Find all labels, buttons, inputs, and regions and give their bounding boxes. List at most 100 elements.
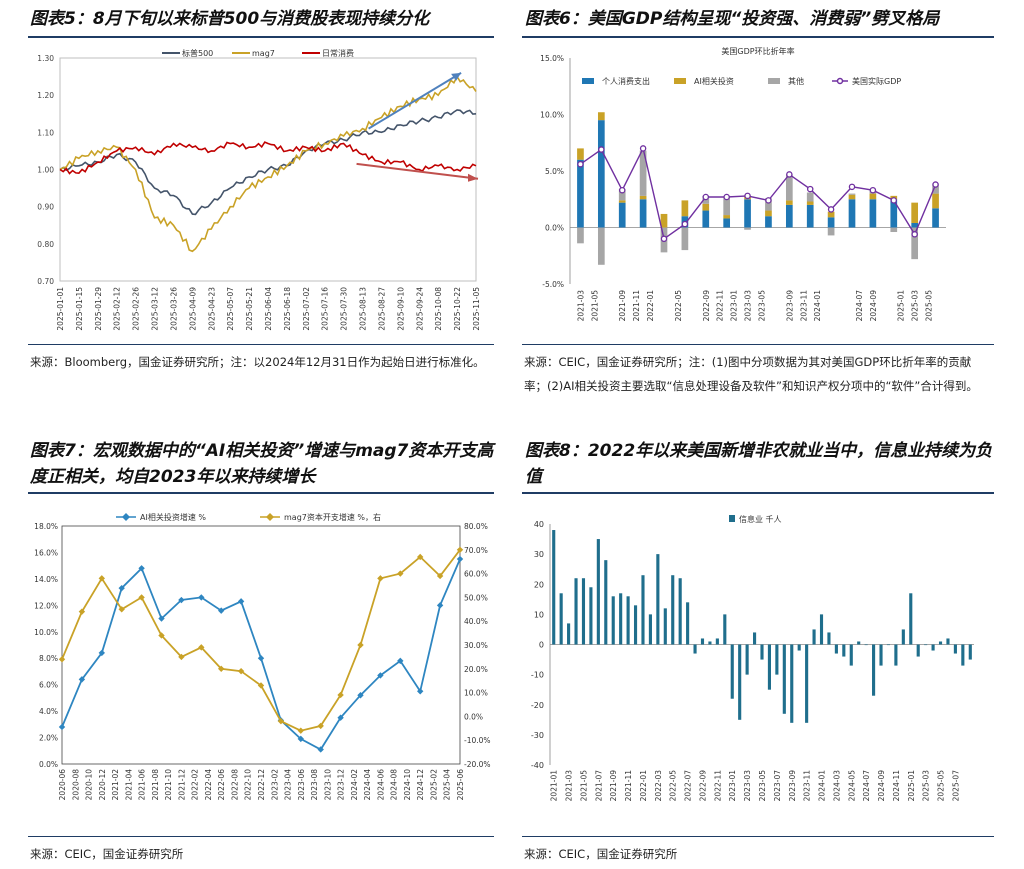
chart7-xtick: 2022-02 (191, 769, 200, 801)
chart7-ytick-right: 40.0% (464, 617, 488, 626)
chart7-ytick-right: 80.0% (464, 522, 488, 531)
chart5-up-arrow (368, 72, 462, 130)
chart7-marker-2 (78, 608, 86, 615)
chart7-xtick: 2023-02 (270, 769, 279, 801)
chart7-xtick: 2023-04 (284, 769, 293, 801)
chart8-bar (961, 644, 965, 666)
chart7-marker-2 (158, 632, 165, 639)
chart5-ytick: 1.20 (37, 91, 54, 100)
chart6-gdp-point (681, 220, 689, 228)
chart8-bar (857, 641, 861, 645)
chart6-gdp-point (702, 193, 710, 201)
chart5-xtick: 2025-02-26 (132, 287, 141, 331)
chart8-bar (842, 644, 846, 657)
chart6-bar-2 (577, 148, 584, 160)
chart7-marker-1 (417, 688, 424, 695)
chart6-bar-1 (869, 199, 877, 228)
chart6-bar-1 (911, 222, 919, 228)
chart6-gdp-point (765, 197, 772, 204)
chart7-xtick: 2025-06 (456, 769, 465, 801)
chart5-ytick: 1.00 (37, 166, 54, 175)
chart7-xtick: 2022-12 (257, 769, 266, 801)
chart7-xtick: 2020-12 (98, 769, 107, 801)
chart8-bar (723, 614, 727, 645)
chart6-gdp-point (598, 146, 605, 153)
chart8-bar (805, 644, 809, 723)
chart8-bar (968, 644, 972, 660)
chart8-xtick: 2022-01 (639, 770, 648, 802)
chart7-marker-2 (98, 575, 105, 582)
chart8-bar (782, 644, 786, 714)
chart5-xtick: 2025-03-26 (169, 287, 178, 331)
chart5-legend-sp500-label: 标普500 (182, 48, 213, 58)
chart5-xtick: 2025-07-30 (340, 287, 349, 331)
chart8-bar (812, 629, 816, 645)
chart6-gdp-point (723, 193, 730, 201)
chart7-marker-2 (357, 641, 364, 649)
chart6-bar-3 (681, 227, 689, 251)
chart8-bar (686, 602, 690, 645)
chart7-xtick: 2022-04 (204, 769, 213, 801)
chart7-title: 图表7：宏观数据中的“AI相关投资”增速与mag7资本开支高度正相关，均自202… (30, 441, 494, 487)
chart7-marker-1 (317, 746, 324, 753)
chart7-ytick-left: 0.0% (39, 760, 58, 769)
chart6-bar-2 (618, 200, 626, 203)
chart6-gdp-point (869, 186, 877, 194)
chart7-marker-1 (178, 596, 185, 604)
chart6-xtick: 2021-05 (590, 290, 599, 322)
chart6-ytick: 10.0% (540, 111, 564, 120)
chart8-top-rule (522, 492, 994, 494)
chart5-xtick: 2025-08-13 (359, 287, 368, 331)
chart7-ytick-right: 10.0% (464, 689, 488, 698)
chart8-xtick: 2021-01 (550, 770, 559, 802)
chart5-xtick: 2025-11-05 (472, 287, 481, 331)
chart7-legend-mag7-label: mag7资本开支增速 %，右 (284, 512, 381, 522)
chart8-xtick: 2024-11 (892, 770, 901, 802)
chart6-xtick: 2023-03 (744, 290, 753, 322)
chart7-svg: 0.0% 2.0% 4.0% 6.0% 8.0% 10.0% 12.0% 14.0% 16.0%… (34, 512, 491, 801)
chart6-bar-3 (806, 192, 814, 202)
chart5-svg: 0.70 0.80 0.90 1.00 1.10 1.20 1.30 2025-01-01 20… (37, 48, 481, 331)
chart8-bar (946, 638, 950, 645)
chart7-marker-1 (436, 602, 444, 609)
chart6-bar-3 (744, 227, 751, 230)
chart5-down-arrowhead (468, 173, 478, 182)
chart8-bar (819, 614, 824, 645)
chart7-ytick-left: 12.0% (34, 601, 58, 610)
chart7-ytick-left: 14.0% (34, 575, 58, 584)
chart8-xtick: 2023-09 (788, 770, 797, 802)
chart6-bar-1 (577, 159, 584, 228)
chart7-ytick-right: 0.0% (464, 712, 483, 721)
chart8-bar (700, 638, 705, 645)
chart8-bar (671, 575, 675, 645)
chart7-xtick: 2021-02 (111, 769, 120, 801)
chart6-bar-3 (597, 227, 605, 265)
chart6-ytick: 15.0% (540, 54, 564, 63)
chart8-xtick: 2022-09 (698, 770, 707, 802)
chart8-ytick: 10 (534, 610, 544, 619)
chart8-xtick: 2023-01 (728, 770, 737, 802)
chart7-ytick-right: 60.0% (464, 570, 488, 579)
chart8-bar (552, 530, 556, 645)
chart6-bar-1 (848, 199, 856, 228)
chart6-xtick: 2024-01 (813, 290, 822, 322)
chart7-xtick: 2021-12 (177, 769, 186, 801)
chart5-xtick: 2025-06-04 (264, 287, 273, 331)
chart7-ytick-left: 18.0% (34, 522, 58, 531)
chart7-xtick: 2021-10 (164, 769, 173, 801)
chart7-ytick-right: -10.0% (464, 736, 491, 745)
chart7-marker-1 (158, 615, 165, 622)
chart8-xtick: 2022-05 (669, 770, 678, 802)
chart6-bar-2 (827, 211, 835, 218)
chart8-source: 来源：CEIC，国金证券研究所 (524, 847, 678, 861)
chart7-marker-2 (237, 667, 245, 675)
chart6-legend-consumption-label: 个人消费支出 (602, 76, 650, 86)
chart8-bar (767, 644, 772, 690)
chart8-bar (581, 578, 586, 645)
chart7-ytick-left: 8.0% (39, 654, 58, 663)
chart8-xtick: 2025-07 (951, 770, 960, 802)
chart8-legend-info-label: 信息业 千人 (739, 514, 782, 524)
chart6-gdp-point (744, 192, 751, 200)
chart6-bar-2 (806, 201, 814, 205)
chart6-xtick: 2021-09 (618, 290, 627, 322)
